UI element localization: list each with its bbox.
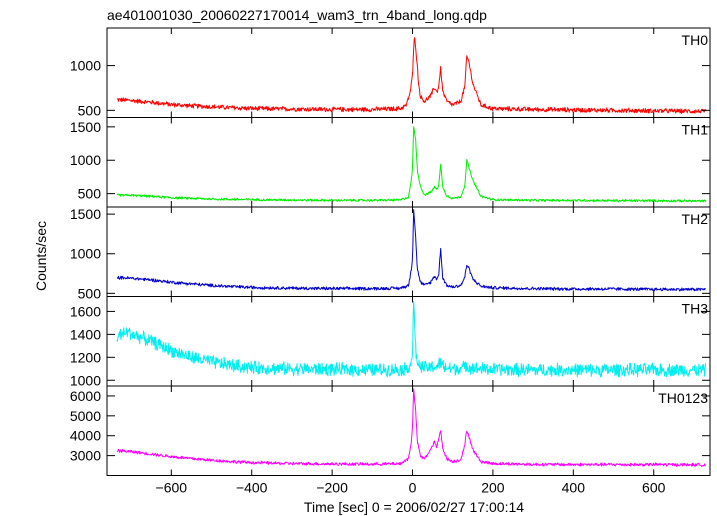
- y-axis-label: Counts/sec: [33, 221, 49, 291]
- panel-th0123: 3000 4000 5000 6000 TH0123: [70, 385, 711, 476]
- panel-frame: [106, 385, 711, 476]
- y-tick-label: 1000: [70, 246, 101, 262]
- y-tick-label: 3000: [70, 448, 101, 464]
- panel-label-th0123: TH0123: [658, 390, 708, 406]
- y-tick-label: 500: [78, 186, 102, 202]
- y-tick-label: 1500: [70, 206, 101, 222]
- series-line-th2: [116, 209, 706, 292]
- y-tick-label: 1000: [70, 372, 101, 388]
- y-tick-label: 1200: [70, 349, 101, 365]
- panel-label-th2: TH2: [682, 211, 709, 227]
- x-tick-label: −200: [316, 480, 348, 496]
- x-tick-label: 200: [481, 480, 505, 496]
- panel-label-th3: TH3: [682, 301, 709, 317]
- panel-th1: 500 1000 1500 TH1: [70, 117, 711, 208]
- y-tick-label: 1500: [70, 119, 101, 135]
- y-tick-label: 1400: [70, 326, 101, 342]
- x-axis-label: Time [sec] 0 = 2006/02/27 17:00:14: [304, 499, 524, 515]
- chart-title: ae401001030_20060227170014_wam3_trn_4ban…: [107, 7, 487, 23]
- x-tick-label: 0: [409, 480, 417, 496]
- y-tick-label: 1600: [70, 303, 101, 319]
- y-tick-label: 4000: [70, 428, 101, 444]
- x-tick-label: 400: [562, 480, 586, 496]
- panels-group: 500 1000 TH0 500 1000 1500 TH1 500 1000 1500 TH2 10…: [70, 27, 711, 496]
- y-tick-label: 1000: [70, 152, 101, 168]
- x-tick-label: −600: [156, 480, 188, 496]
- x-tick-label: 600: [642, 480, 666, 496]
- panel-th3: 1000 1200 1400 1600 TH3: [70, 296, 711, 388]
- series-line-th3: [116, 300, 707, 378]
- series-line-th0: [116, 37, 706, 114]
- y-tick-label: 5000: [70, 408, 101, 424]
- y-tick-label: 500: [78, 285, 102, 301]
- series-line-th0123: [116, 388, 707, 467]
- panel-label-th1: TH1: [682, 122, 709, 138]
- panel-label-th0: TH0: [682, 32, 709, 48]
- y-tick-label: 500: [78, 102, 102, 118]
- panel-th2: 500 1000 1500 TH2: [70, 206, 711, 301]
- series-line-th1: [116, 126, 707, 203]
- y-tick-label: 1000: [70, 58, 101, 74]
- y-tick-label: 6000: [70, 388, 101, 404]
- x-tick-label: −400: [236, 480, 268, 496]
- panel-th0: 500 1000 TH0: [70, 27, 711, 118]
- panel-frame: [106, 206, 711, 297]
